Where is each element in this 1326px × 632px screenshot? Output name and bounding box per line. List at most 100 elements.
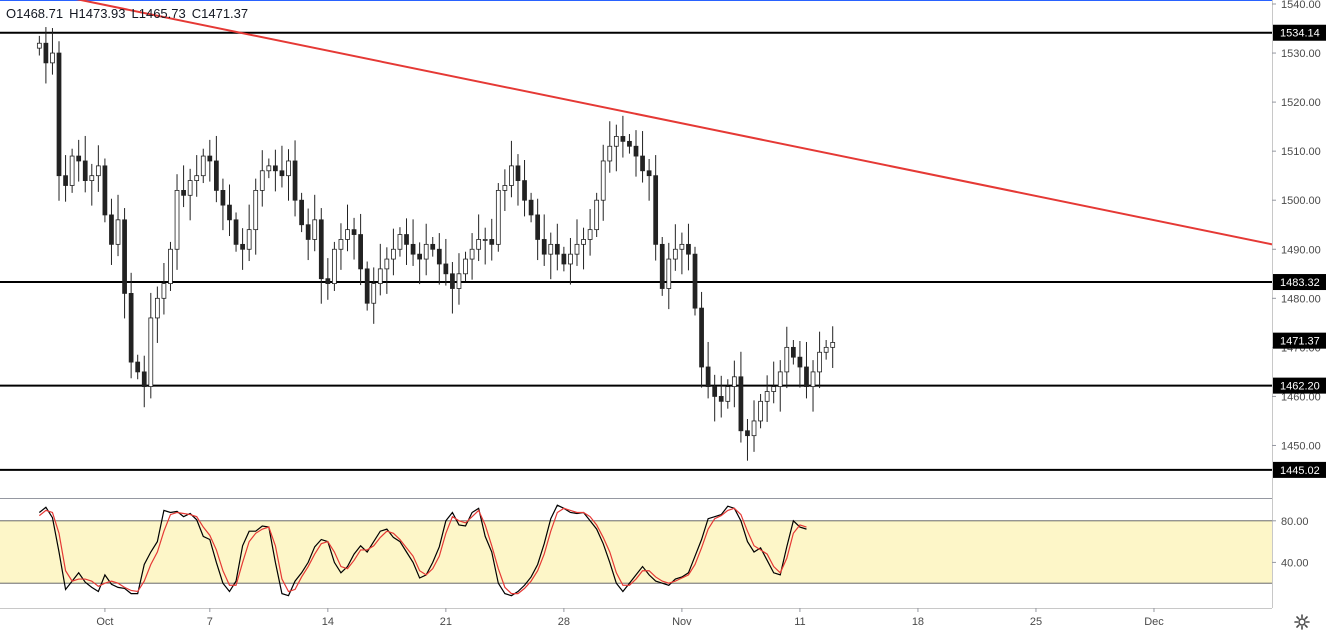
candle-down bbox=[214, 160, 219, 191]
candle-down bbox=[56, 52, 62, 177]
candle-down bbox=[712, 386, 718, 397]
candle-down bbox=[358, 234, 363, 270]
candle-up bbox=[587, 229, 593, 240]
candle-down bbox=[659, 243, 665, 289]
candle-down bbox=[273, 165, 278, 172]
low-value: L1465.73 bbox=[131, 6, 186, 21]
ohlc-readout: O1468.71 H1473.93 L1465.73 C1471.37 bbox=[6, 6, 248, 21]
candle-up bbox=[764, 391, 770, 402]
candle-down bbox=[63, 175, 68, 186]
candle-down bbox=[705, 366, 711, 388]
candle-down bbox=[233, 219, 239, 245]
candle-down bbox=[410, 243, 416, 255]
stochastic-pane bbox=[0, 504, 1272, 597]
candle-down bbox=[554, 243, 560, 255]
candle-up bbox=[95, 165, 101, 177]
candle-up bbox=[115, 219, 121, 245]
level-badge-bg bbox=[1273, 24, 1326, 41]
candle-down bbox=[436, 248, 442, 265]
candle-down bbox=[76, 155, 82, 162]
candle-up bbox=[784, 346, 790, 373]
candle-up bbox=[830, 342, 836, 348]
candle-up bbox=[194, 175, 200, 181]
candle-up bbox=[817, 351, 822, 373]
candle-up bbox=[332, 248, 337, 284]
candle-down bbox=[82, 160, 88, 181]
candle-up bbox=[259, 170, 265, 191]
candle-up bbox=[69, 155, 75, 186]
candle-up bbox=[476, 239, 482, 250]
candle-up bbox=[148, 317, 154, 388]
candle-down bbox=[227, 204, 232, 221]
candle-down bbox=[528, 199, 534, 216]
level-badge-bg bbox=[1273, 377, 1326, 394]
candle-down bbox=[653, 175, 659, 245]
candle-down bbox=[699, 307, 704, 368]
candle-up bbox=[810, 371, 816, 388]
candle-up bbox=[377, 268, 383, 285]
time-axis: Oct 7 14 21 28 Nov 11 18 25 Dec bbox=[0, 608, 1272, 628]
time-tick-label: 21 bbox=[440, 616, 452, 628]
price-tick-label: 1520.00 bbox=[1281, 97, 1321, 109]
level-badge: 1462.20 bbox=[1280, 381, 1320, 393]
candle-down bbox=[633, 145, 639, 157]
candle-down bbox=[220, 189, 226, 206]
candle-down bbox=[450, 273, 455, 289]
candle-down bbox=[797, 356, 803, 368]
candle-down bbox=[430, 243, 436, 250]
candle-down bbox=[141, 371, 147, 388]
candle-up bbox=[371, 283, 377, 304]
time-tick-label: 18 bbox=[912, 616, 924, 628]
candle-down bbox=[686, 243, 691, 255]
time-tick-label: 25 bbox=[1030, 616, 1042, 628]
candle-down bbox=[207, 155, 213, 162]
close-value: C1471.37 bbox=[191, 6, 249, 21]
level-badge: 1445.02 bbox=[1280, 465, 1320, 477]
candle-up bbox=[574, 243, 580, 255]
gear-icon[interactable] bbox=[1294, 614, 1310, 630]
candle-down bbox=[718, 396, 724, 402]
candle-down bbox=[351, 229, 357, 235]
candle-up bbox=[187, 180, 193, 196]
candle-up bbox=[771, 386, 777, 392]
candle-down bbox=[745, 430, 750, 437]
stochastic-series-k bbox=[38, 504, 807, 597]
open-value: O1468.71 bbox=[6, 6, 64, 21]
candle-down bbox=[627, 140, 632, 147]
candle-up bbox=[548, 243, 554, 255]
candle-up bbox=[495, 189, 501, 245]
high-value: H1473.93 bbox=[69, 6, 126, 21]
candle-down bbox=[135, 361, 141, 373]
time-tick-label: Dec bbox=[1144, 616, 1164, 628]
candle-up bbox=[751, 420, 757, 437]
candle-up bbox=[666, 258, 672, 289]
candle-up bbox=[509, 165, 514, 186]
candle-down bbox=[515, 165, 521, 181]
candle-down bbox=[489, 239, 495, 245]
price-tick-label: 1460.00 bbox=[1281, 391, 1321, 403]
candle-up bbox=[607, 145, 613, 162]
candle-down bbox=[692, 253, 698, 309]
candle-down bbox=[279, 170, 285, 177]
candle-up bbox=[384, 258, 390, 270]
candle-down bbox=[804, 366, 809, 388]
last-price-badge-bg bbox=[1273, 332, 1326, 349]
candle-up bbox=[463, 258, 468, 275]
level-badge: 1534.14 bbox=[1280, 28, 1320, 40]
candle-up bbox=[672, 248, 678, 260]
candle-up bbox=[161, 283, 167, 299]
trendline bbox=[75, 0, 1273, 246]
candle-up bbox=[286, 160, 291, 177]
price-tick-label: 1530.00 bbox=[1281, 48, 1321, 60]
candle-down bbox=[561, 253, 567, 265]
candle-up bbox=[246, 229, 252, 250]
candle-down bbox=[292, 160, 298, 201]
time-tick-label: Oct bbox=[96, 616, 113, 628]
candle-down bbox=[240, 243, 245, 250]
candle-up bbox=[266, 165, 272, 172]
level-badge-bg bbox=[1273, 461, 1326, 478]
stochastic-tick-label: 80.00 bbox=[1281, 516, 1309, 528]
candle-up bbox=[312, 219, 318, 240]
candle-up bbox=[391, 248, 396, 260]
